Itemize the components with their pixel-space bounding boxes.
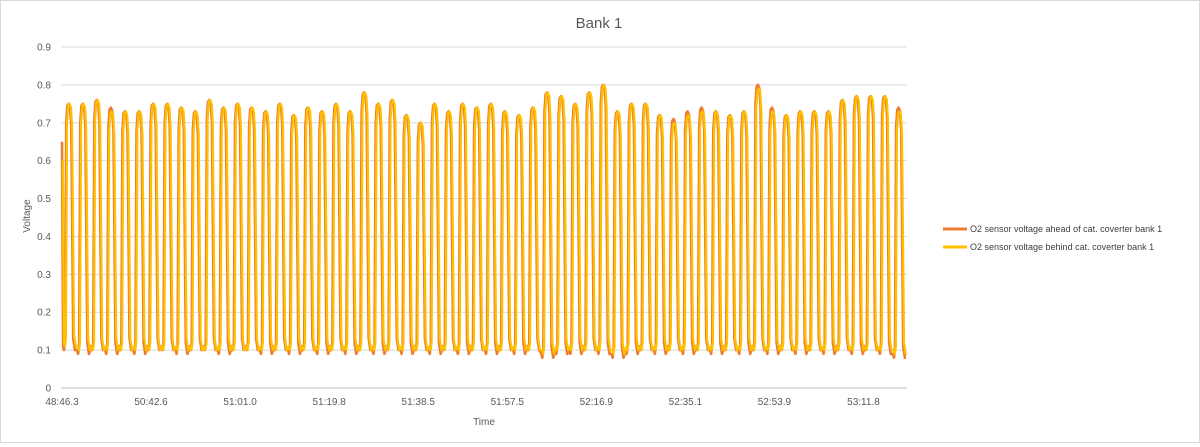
x-tick-label: 51:57.5 <box>491 397 525 408</box>
y-tick-label: 0.6 <box>37 156 51 167</box>
x-tick-label: 51:01.0 <box>223 397 257 408</box>
y-tick-label: 0.2 <box>37 308 51 319</box>
y-tick-label: 0 <box>45 384 51 395</box>
y-axis-title: Voltage <box>22 199 33 233</box>
series-line-1 <box>60 83 907 359</box>
y-tick-label: 0.1 <box>37 346 51 357</box>
chart-title: Bank 1 <box>576 15 623 32</box>
y-tick-label: 0.5 <box>37 194 51 205</box>
series-line-2 <box>61 83 907 355</box>
x-axis-title: Time <box>473 417 495 428</box>
y-tick-label: 0.4 <box>37 232 51 243</box>
y-axis-ticks: 0 0.1 0.2 0.3 0.4 0.5 0.6 0.7 0.8 0.9 <box>37 43 51 395</box>
y-tick-label: 0.3 <box>37 270 51 281</box>
x-tick-label: 48:46.3 <box>45 397 79 408</box>
x-tick-label: 52:35.1 <box>669 397 703 408</box>
series-lines <box>60 83 907 359</box>
x-tick-label: 52:16.9 <box>580 397 614 408</box>
y-tick-label: 0.7 <box>37 118 51 129</box>
x-tick-label: 50:42.6 <box>134 397 168 408</box>
x-axis-ticks: 48:46.3 50:42.6 51:01.0 51:19.8 51:38.5 51:57… <box>45 397 880 408</box>
x-tick-label: 51:38.5 <box>402 397 436 408</box>
x-tick-label: 52:53.9 <box>758 397 792 408</box>
y-tick-label: 0.8 <box>37 80 51 91</box>
x-tick-label: 53:11.8 <box>847 397 880 408</box>
y-tick-label: 0.9 <box>37 43 51 54</box>
gridlines <box>61 46 907 389</box>
legend: O2 sensor voltage ahead of cat. coverter… <box>943 224 1162 252</box>
legend-label-series-2: O2 sensor voltage behind cat. coverter b… <box>970 242 1154 252</box>
x-tick-label: 51:19.8 <box>312 397 346 408</box>
legend-label-series-1: O2 sensor voltage ahead of cat. coverter… <box>970 224 1162 234</box>
